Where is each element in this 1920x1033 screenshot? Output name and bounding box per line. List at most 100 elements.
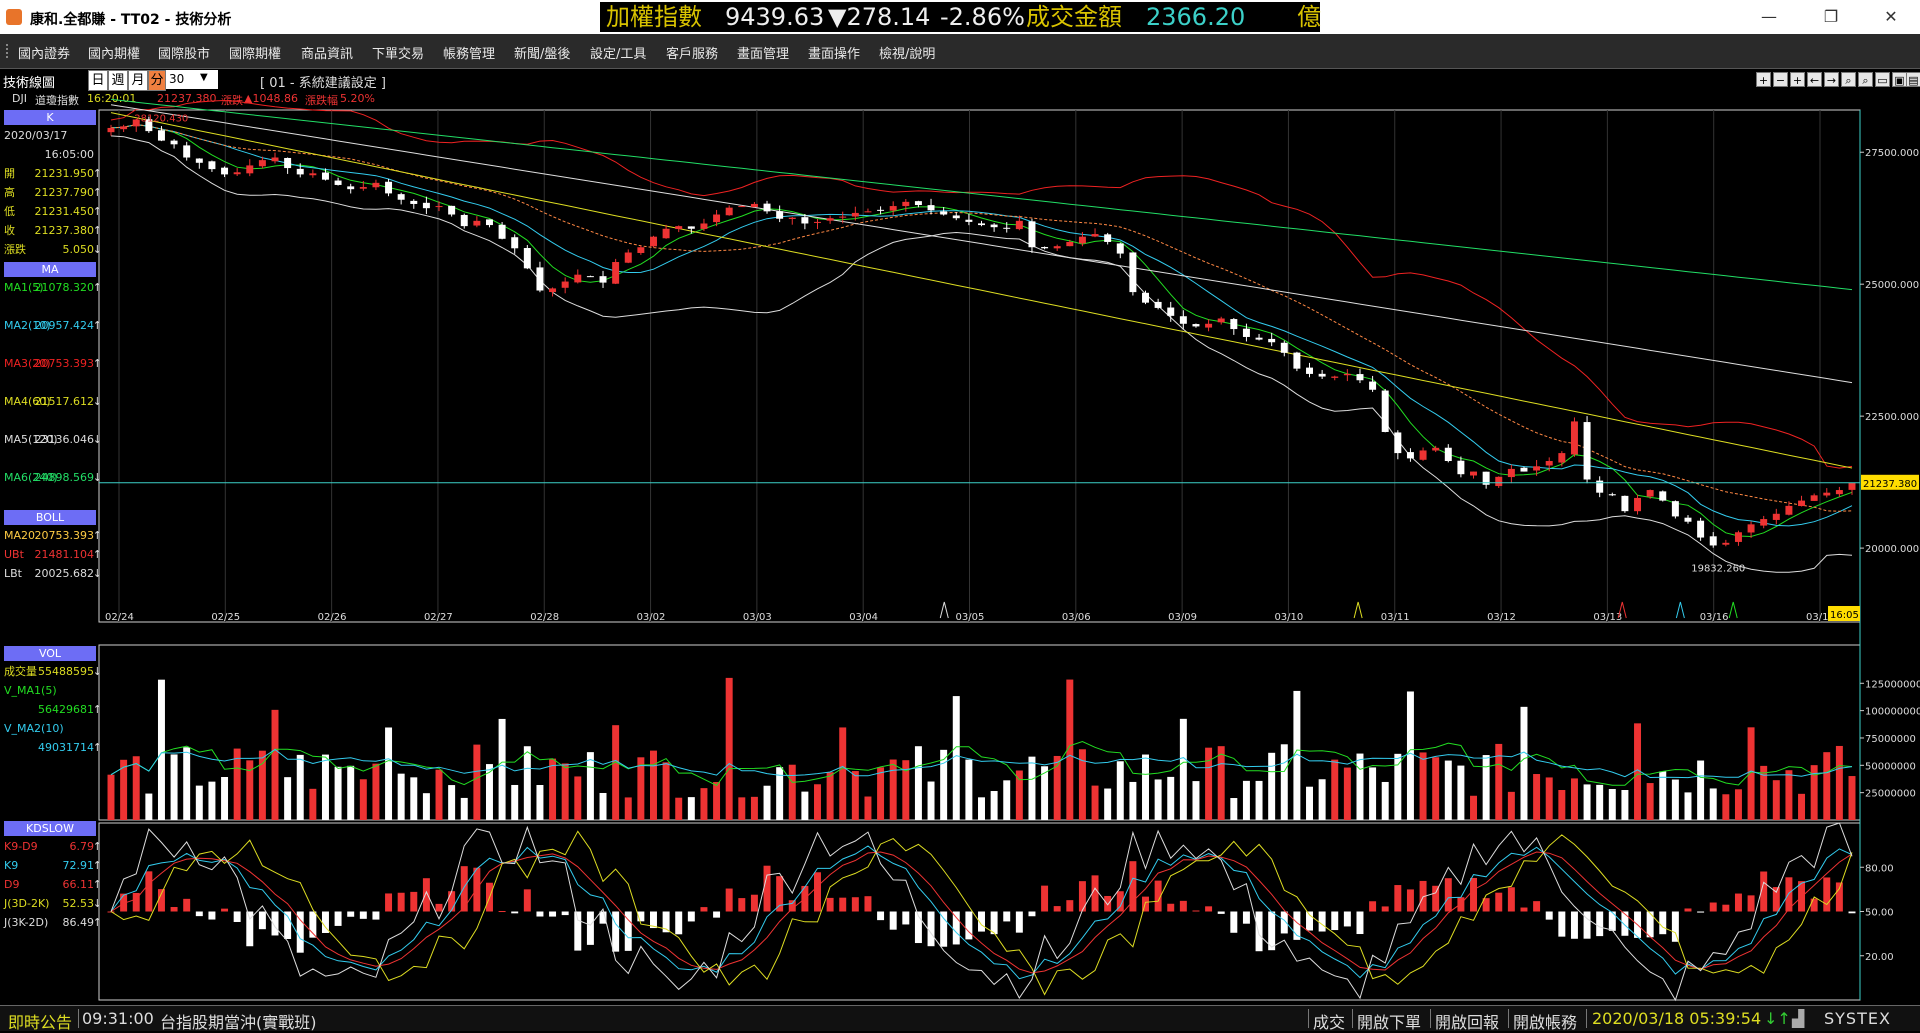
kd-diff-bar: [725, 888, 733, 912]
period-minute-button[interactable]: 分: [148, 70, 166, 91]
menu-item[interactable]: 國際股市: [158, 47, 211, 62]
kd-diff-bar: [1545, 911, 1553, 920]
volume-bar: [914, 746, 922, 820]
connection-icon: ↓↑: [1764, 1009, 1791, 1028]
kd-diff-bar: [978, 911, 985, 932]
kd-diff-bar: [1116, 891, 1124, 912]
menu-item[interactable]: 國內證券: [18, 47, 71, 62]
kd-diff-bar: [1091, 875, 1099, 912]
open-report-button[interactable]: 開啟回報: [1435, 1013, 1500, 1032]
candle-body: [851, 212, 859, 217]
scroll-right-icon[interactable]: →: [1824, 72, 1839, 87]
scroll-left-icon[interactable]: ←: [1807, 72, 1822, 87]
volume-bar: [877, 767, 885, 820]
magnify-icon[interactable]: ⌕: [1841, 72, 1856, 87]
menu-item[interactable]: 客戶服務: [666, 47, 719, 62]
arrow-icon: ↑: [92, 840, 102, 853]
candle-body: [296, 168, 304, 175]
volume-bar: [1091, 785, 1099, 820]
menu-item[interactable]: 國內期權: [88, 47, 141, 62]
open-order-button[interactable]: 開啟下單: [1357, 1013, 1422, 1032]
k-time-value: 16:05:00: [44, 148, 94, 161]
candle-body: [1545, 461, 1553, 466]
kd-diff-bar: [549, 911, 557, 917]
kd-diff-bar: [498, 911, 506, 913]
volume-bar: [952, 696, 960, 820]
kd-diff-bar: [1280, 911, 1288, 934]
volume-bar: [1369, 767, 1377, 820]
search-icon[interactable]: ⌕: [1858, 72, 1873, 87]
restore-icon[interactable]: ❐: [1823, 7, 1839, 26]
indicator-row: 漲跌 5.050 ↓: [4, 242, 102, 258]
settings-icon[interactable]: ▤: [1906, 72, 1920, 87]
crosshair-icon[interactable]: +: [1756, 72, 1771, 87]
signal-triangle-icon: [939, 601, 949, 619]
volume-bar: [1444, 760, 1452, 820]
menu-item[interactable]: 畫面操作: [808, 47, 861, 62]
indicator-value: 72.91: [62, 859, 95, 872]
minimize-icon[interactable]: —: [1761, 7, 1777, 26]
candle-body: [549, 288, 557, 293]
period-month-button[interactable]: 月: [128, 70, 148, 91]
candle-body: [1482, 471, 1490, 485]
candle-body: [927, 205, 935, 211]
close-icon[interactable]: ✕: [1884, 7, 1898, 26]
volume-bar: [1306, 786, 1313, 820]
period-week-button[interactable]: 週: [108, 70, 128, 91]
volume-bar: [246, 760, 254, 820]
volume-bar: [485, 764, 493, 820]
print-icon[interactable]: ▭: [1875, 72, 1890, 87]
menu-item[interactable]: 設定/工具: [590, 47, 647, 62]
kd-diff-bar: [1709, 902, 1717, 912]
volume-bar: [1684, 792, 1692, 820]
price-indicator-line: [110, 124, 1853, 512]
indicator-label: 成交量: [4, 665, 37, 678]
menu-item[interactable]: 畫面管理: [737, 47, 790, 62]
volume-bar: [157, 679, 165, 820]
date-axis-label: 02/24: [105, 612, 134, 623]
candle-body: [788, 217, 796, 219]
menu-item[interactable]: 商品資訊: [301, 47, 354, 62]
kd-diff-bar: [1621, 911, 1629, 936]
volume-bar: [650, 750, 657, 820]
announcement-text[interactable]: 台指股期當沖(實戰班): [160, 1013, 317, 1032]
kd-diff-bar: [927, 911, 935, 947]
quote-change: ▲1048.86: [244, 92, 298, 105]
period-count-select[interactable]: 30: [166, 70, 218, 89]
trades-button[interactable]: 成交: [1313, 1013, 1346, 1032]
technical-chart[interactable]: 27500.000 25000.000 22500.000 20000.000 02/2…: [0, 0, 1920, 1005]
open-account-button[interactable]: 開啟帳務: [1513, 1013, 1578, 1032]
indicator-value: 20025.682: [34, 567, 95, 580]
menu-item[interactable]: 下單交易: [372, 47, 425, 62]
volume-bar: [1406, 691, 1414, 820]
volume-bar: [145, 793, 153, 820]
kd-diff-bar: [1293, 911, 1301, 940]
menu-item[interactable]: 檢視/說明: [879, 47, 936, 62]
candle-body: [1078, 236, 1086, 244]
menu-item[interactable]: 國際期權: [229, 47, 282, 62]
zoom-out-icon[interactable]: −: [1773, 72, 1788, 87]
candle-body: [1242, 328, 1250, 337]
volume-bar: [1331, 759, 1339, 820]
indicator-setting-label[interactable]: [ 01 - 系統建議設定 ]: [260, 76, 386, 91]
arrow-icon: ↑: [92, 281, 102, 294]
kd-diff-bar: [183, 898, 191, 912]
period-day-button[interactable]: 日: [88, 70, 108, 91]
indicator-row: 高 21237.790 ↑: [4, 185, 102, 201]
chevron-down-icon[interactable]: ▼: [200, 72, 208, 83]
kd-diff-bar: [359, 911, 367, 919]
menu-item[interactable]: 新聞/盤後: [514, 47, 571, 62]
kd-diff-bar: [1747, 895, 1755, 912]
candle-body: [1041, 247, 1049, 249]
kd-diff-bar: [460, 866, 468, 912]
volume-bar: [397, 773, 405, 820]
kd-diff-bar: [1596, 911, 1604, 937]
menu-item[interactable]: 帳務管理: [443, 47, 496, 62]
zoom-in-icon[interactable]: +: [1790, 72, 1805, 87]
indicator-value: 86.49: [62, 916, 95, 929]
status-bar: 即時公告 09:31:00 台指股期當沖(實戰班) 成交 開啟下單 開啟回報 開…: [0, 1005, 1920, 1032]
volume-bar: [738, 797, 746, 820]
volume-bar: [511, 784, 519, 820]
volume-bar: [1066, 679, 1074, 820]
candle-body: [1760, 519, 1768, 526]
